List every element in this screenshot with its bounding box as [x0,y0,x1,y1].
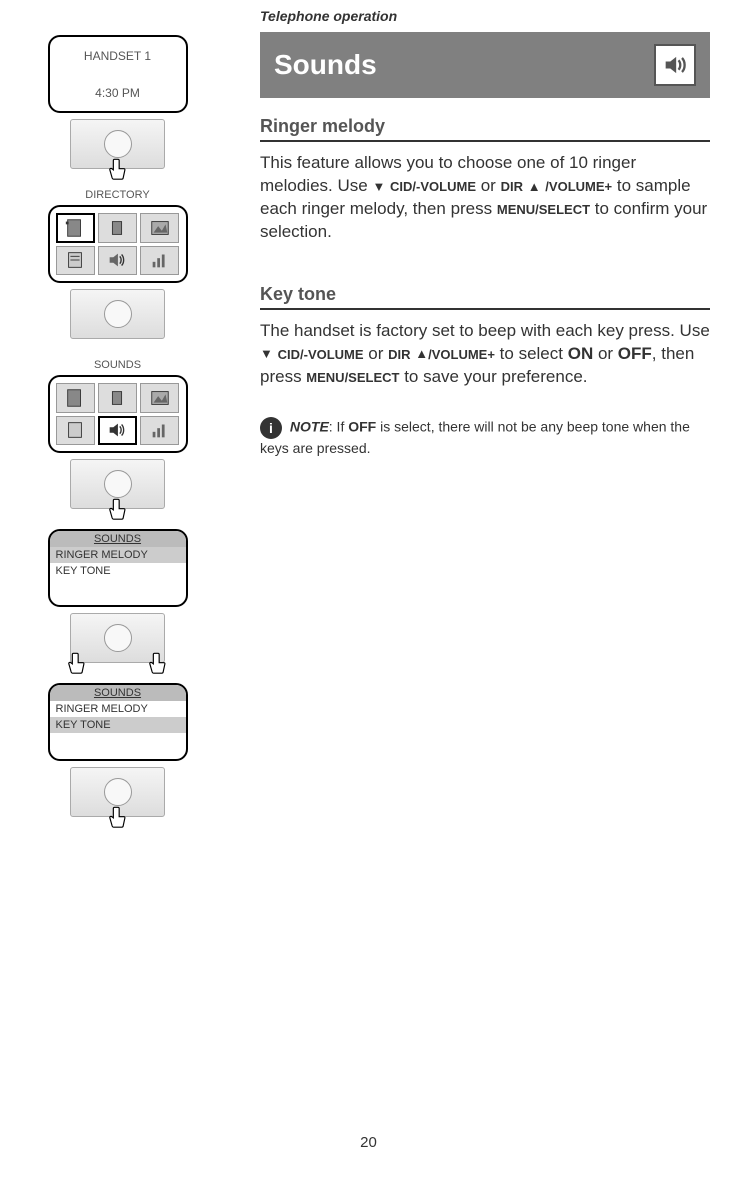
keypad-5 [70,767,165,817]
sounds-label: SOUNDS [30,359,205,371]
speaker-icon [98,246,137,276]
note-icon [56,416,95,446]
paragraph-keytone: The handset is factory set to beep with … [260,320,710,389]
directory-icon [56,213,95,243]
bars-icon [140,416,179,446]
battery-icon [98,383,137,413]
sounds-icon [654,44,696,86]
handset-time: 4:30 PM [95,86,140,100]
menu-header: SOUNDS [50,685,186,701]
directory-label: DIRECTORY [30,189,205,201]
info-icon [260,417,282,439]
bars-icon [140,246,179,276]
page-number: 20 [360,1134,377,1151]
note-label: NOTE [290,418,329,434]
page-title: Sounds [274,49,377,81]
screen-home: HANDSET 1 4:30 PM [48,35,188,113]
speaker-icon [98,416,137,446]
down-arrow-icon: ▼ [372,178,385,196]
hand-icon [104,496,132,526]
keypad-3 [70,459,165,509]
menu-header: SOUNDS [50,531,186,547]
menu-item-keytone: KEY TONE [50,563,186,579]
title-bar: Sounds [260,32,710,98]
main-content: Telephone operation Sounds Ringer melody… [260,8,710,458]
screen-menu-ringer: SOUNDS RINGER MELODY KEY TONE [48,529,188,607]
keypad-1 [70,119,165,169]
note-icon [56,246,95,276]
directory-icon [56,383,95,413]
heading-ringer-melody: Ringer melody [260,116,710,142]
screen-menu-keytone: SOUNDS RINGER MELODY KEY TONE [48,683,188,761]
note-block: NOTE: If OFF is select, there will not b… [260,417,710,459]
heading-key-tone: Key tone [260,284,710,310]
hand-icon [144,650,172,680]
breadcrumb: Telephone operation [260,8,710,24]
menu-item-ringer: RINGER MELODY [50,701,186,717]
paragraph-ringer: This feature allows you to choose one of… [260,152,710,244]
down-arrow-icon: ▼ [260,345,273,363]
up-arrow-icon: ▲ [415,345,428,363]
sidebar-screens: HANDSET 1 4:30 PM DIRECTORY SOUNDS [30,35,205,837]
menu-item-keytone: KEY TONE [50,717,186,733]
menu-item-ringer: RINGER MELODY [50,547,186,563]
screen-directory [48,205,188,283]
hand-icon [104,156,132,186]
screen-sounds [48,375,188,453]
keypad-2 [70,289,165,339]
handset-title: HANDSET 1 [84,49,151,63]
picture-icon [140,383,179,413]
battery-icon [98,213,137,243]
picture-icon [140,213,179,243]
keypad-4 [70,613,165,663]
hand-icon [104,804,132,834]
up-arrow-icon: ▲ [528,178,541,196]
hand-icon [63,650,91,680]
